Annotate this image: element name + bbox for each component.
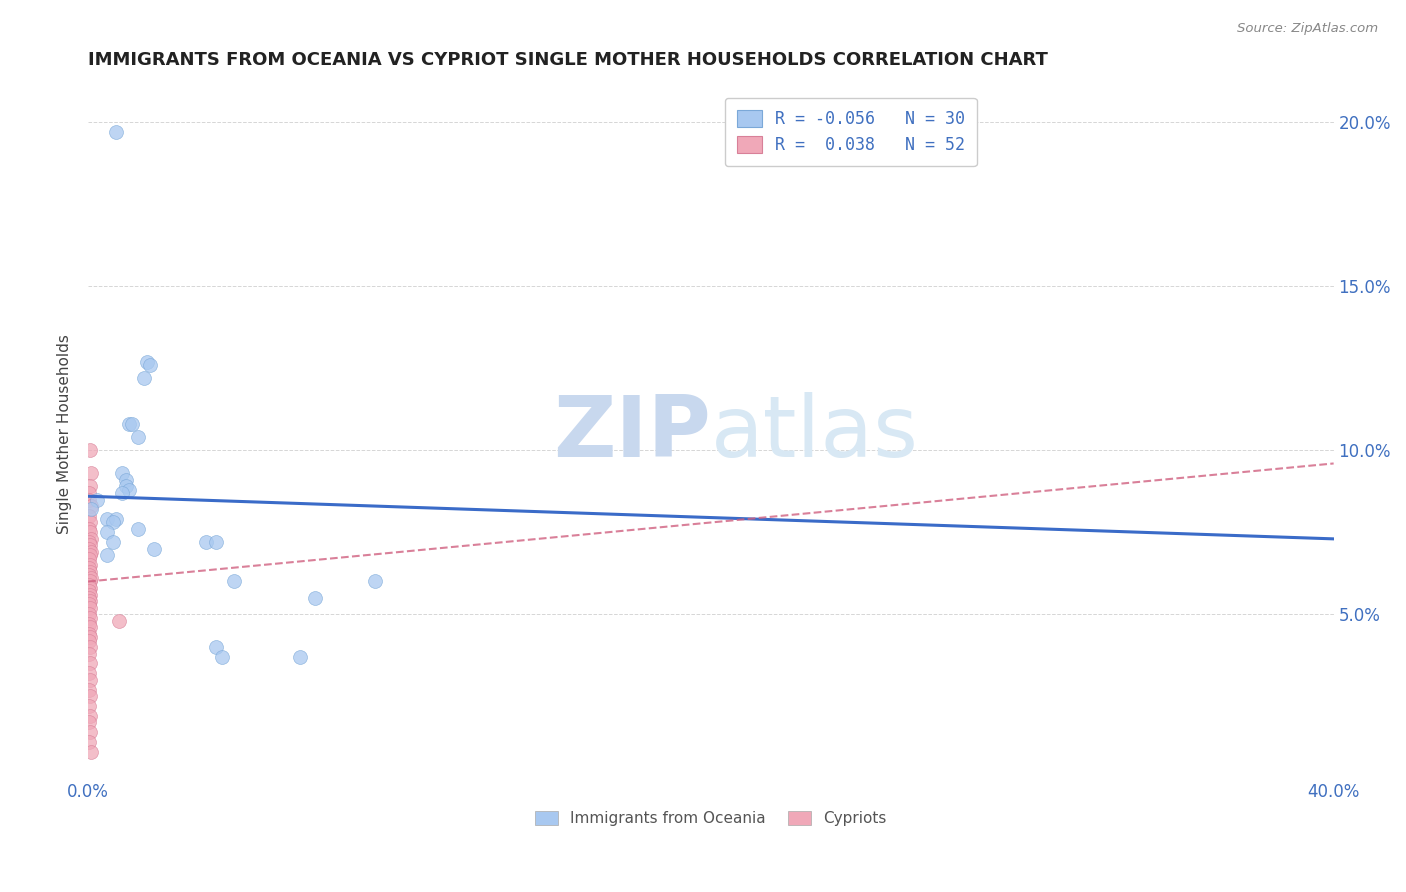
Point bbox=[79, 532, 101, 546]
Point bbox=[80, 502, 103, 516]
Point bbox=[77, 492, 100, 507]
Point bbox=[96, 512, 118, 526]
Point bbox=[111, 486, 134, 500]
Point bbox=[77, 561, 100, 575]
Point bbox=[77, 522, 100, 536]
Point bbox=[79, 558, 101, 573]
Point bbox=[79, 630, 101, 644]
Point bbox=[79, 709, 101, 723]
Point bbox=[211, 649, 233, 664]
Point bbox=[127, 430, 149, 444]
Point bbox=[117, 483, 139, 497]
Point bbox=[77, 607, 100, 622]
Point bbox=[79, 545, 101, 559]
Point bbox=[108, 614, 131, 628]
Point bbox=[134, 371, 156, 385]
Point bbox=[105, 125, 128, 139]
Point bbox=[101, 535, 124, 549]
Point bbox=[86, 492, 108, 507]
Point bbox=[127, 522, 149, 536]
Text: atlas: atlas bbox=[711, 392, 920, 475]
Point bbox=[79, 600, 101, 615]
Point bbox=[224, 574, 246, 589]
Point bbox=[96, 525, 118, 540]
Point bbox=[79, 479, 101, 493]
Point bbox=[77, 715, 100, 730]
Point bbox=[79, 690, 101, 704]
Point bbox=[136, 355, 159, 369]
Text: ZIP: ZIP bbox=[553, 392, 711, 475]
Point bbox=[79, 725, 101, 739]
Point bbox=[77, 699, 100, 714]
Point bbox=[77, 682, 100, 697]
Point bbox=[77, 535, 100, 549]
Point bbox=[77, 598, 100, 612]
Point bbox=[77, 627, 100, 641]
Point bbox=[77, 578, 100, 592]
Text: Source: ZipAtlas.com: Source: ZipAtlas.com bbox=[1237, 22, 1378, 36]
Point bbox=[117, 417, 139, 431]
Point bbox=[77, 633, 100, 648]
Point bbox=[77, 735, 100, 749]
Text: IMMIGRANTS FROM OCEANIA VS CYPRIOT SINGLE MOTHER HOUSEHOLDS CORRELATION CHART: IMMIGRANTS FROM OCEANIA VS CYPRIOT SINGL… bbox=[89, 51, 1047, 69]
Point bbox=[79, 745, 101, 759]
Point bbox=[105, 512, 128, 526]
Point bbox=[304, 591, 326, 605]
Point bbox=[79, 548, 101, 562]
Point bbox=[121, 417, 143, 431]
Y-axis label: Single Mother Households: Single Mother Households bbox=[58, 334, 72, 534]
Point bbox=[79, 516, 101, 530]
Point bbox=[79, 525, 101, 540]
Point bbox=[77, 647, 100, 661]
Point bbox=[77, 486, 100, 500]
Point bbox=[79, 594, 101, 608]
Point bbox=[79, 610, 101, 624]
Point bbox=[77, 551, 100, 566]
Point bbox=[79, 574, 101, 589]
Point bbox=[79, 571, 101, 585]
Point bbox=[111, 467, 134, 481]
Point bbox=[96, 548, 118, 562]
Legend: Immigrants from Oceania, Cypriots: Immigrants from Oceania, Cypriots bbox=[529, 805, 893, 832]
Point bbox=[142, 541, 165, 556]
Point bbox=[77, 666, 100, 681]
Point bbox=[204, 535, 226, 549]
Point bbox=[77, 584, 100, 599]
Point bbox=[79, 657, 101, 671]
Point bbox=[79, 620, 101, 634]
Point bbox=[79, 565, 101, 579]
Point bbox=[363, 574, 385, 589]
Point bbox=[79, 538, 101, 552]
Point bbox=[79, 640, 101, 654]
Point bbox=[114, 473, 136, 487]
Point bbox=[79, 467, 101, 481]
Point bbox=[195, 535, 218, 549]
Point bbox=[77, 541, 100, 556]
Point bbox=[79, 588, 101, 602]
Point bbox=[288, 649, 311, 664]
Point bbox=[101, 516, 124, 530]
Point bbox=[77, 617, 100, 632]
Point bbox=[77, 568, 100, 582]
Point bbox=[79, 673, 101, 687]
Point bbox=[79, 499, 101, 513]
Point bbox=[114, 479, 136, 493]
Point bbox=[139, 358, 162, 372]
Point bbox=[77, 508, 100, 523]
Point bbox=[77, 591, 100, 605]
Point bbox=[204, 640, 226, 654]
Point bbox=[79, 581, 101, 595]
Point bbox=[79, 443, 101, 458]
